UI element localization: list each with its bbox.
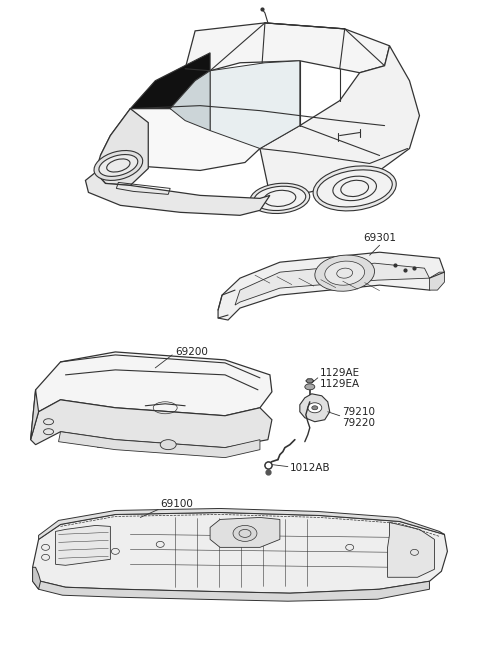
Polygon shape <box>33 512 447 593</box>
Ellipse shape <box>250 183 310 214</box>
Ellipse shape <box>99 155 138 176</box>
Ellipse shape <box>313 166 396 211</box>
Polygon shape <box>85 172 270 215</box>
Polygon shape <box>130 53 210 122</box>
Ellipse shape <box>312 406 318 410</box>
Ellipse shape <box>308 403 322 413</box>
Polygon shape <box>100 109 260 170</box>
Ellipse shape <box>317 170 392 207</box>
Polygon shape <box>38 508 444 539</box>
Polygon shape <box>430 272 444 290</box>
Text: 69301: 69301 <box>363 233 396 243</box>
Polygon shape <box>31 390 38 440</box>
Polygon shape <box>170 71 210 130</box>
Polygon shape <box>31 400 272 447</box>
Polygon shape <box>387 523 434 577</box>
Ellipse shape <box>325 261 365 285</box>
Polygon shape <box>210 61 300 149</box>
Text: 1129EA: 1129EA <box>320 379 360 389</box>
Bar <box>97 440 108 447</box>
Polygon shape <box>33 574 430 601</box>
Polygon shape <box>218 252 444 320</box>
Ellipse shape <box>94 151 143 180</box>
Bar <box>87 438 97 445</box>
Ellipse shape <box>254 186 306 210</box>
Text: 69200: 69200 <box>175 347 208 357</box>
Polygon shape <box>56 525 110 565</box>
Text: 1129AE: 1129AE <box>320 368 360 378</box>
Polygon shape <box>96 109 148 185</box>
Text: 1012AB: 1012AB <box>290 462 331 473</box>
Polygon shape <box>31 352 272 440</box>
Text: 79220: 79220 <box>342 418 375 428</box>
Ellipse shape <box>315 255 374 291</box>
Text: 79210: 79210 <box>342 407 375 417</box>
Polygon shape <box>235 263 430 305</box>
Polygon shape <box>300 394 330 422</box>
Polygon shape <box>260 46 420 195</box>
Ellipse shape <box>233 525 257 542</box>
Polygon shape <box>59 432 260 458</box>
Bar <box>77 436 87 443</box>
Polygon shape <box>306 379 314 383</box>
Polygon shape <box>33 567 41 590</box>
Polygon shape <box>185 23 390 79</box>
Ellipse shape <box>160 440 176 449</box>
Text: 69100: 69100 <box>160 500 193 510</box>
Ellipse shape <box>305 384 315 390</box>
Polygon shape <box>210 517 280 548</box>
